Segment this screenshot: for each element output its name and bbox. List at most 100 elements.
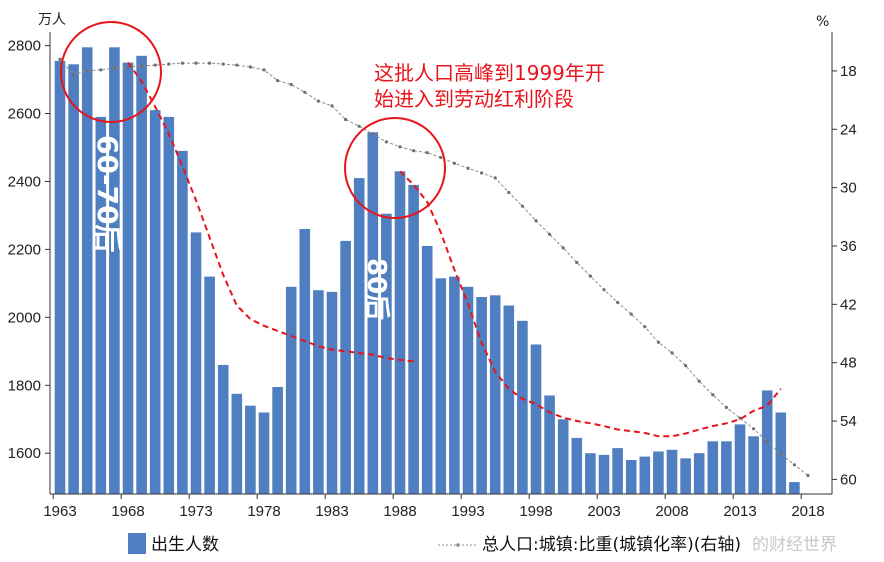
urbanization-point-1967 (112, 66, 116, 70)
urbanization-point-1989 (412, 149, 416, 153)
urbanization-point-1976 (235, 63, 239, 67)
right-axis-unit: % (816, 14, 829, 30)
highlight-circle-1968 (60, 21, 162, 123)
bar-1998 (530, 344, 542, 494)
trend-dashed-lines (127, 62, 782, 438)
urbanization-point-1986 (371, 132, 375, 136)
urbanization-point-2006 (643, 325, 647, 329)
highlight-circle-1987 (344, 117, 446, 219)
legend-marker-urbanization (456, 543, 460, 547)
left-tick-label-2400: 2400 (8, 173, 41, 190)
bar-1981 (299, 229, 311, 494)
urbanization-point-1969 (140, 64, 144, 68)
bar-2012 (721, 441, 732, 494)
urbanization-point-1998 (534, 219, 538, 223)
urbanization-point-2005 (629, 312, 633, 316)
bar-1990 (421, 246, 433, 494)
urbanization-point-1980 (289, 82, 293, 87)
bar-1996 (503, 305, 515, 494)
urbanization-point-2001 (575, 260, 579, 265)
right-tick-label-48: 48 (840, 355, 857, 372)
bar-2013 (734, 424, 746, 494)
bar-1997 (517, 320, 528, 495)
x-tick-label-1998: 1998 (519, 503, 552, 520)
right-tick-label-36: 36 (840, 238, 857, 255)
bar-2007 (653, 451, 664, 494)
urbanization-point-2004 (616, 300, 620, 304)
urbanization-point-1991 (439, 155, 443, 160)
x-tick-label-1973: 1973 (179, 503, 212, 520)
urbanization-point-1973 (194, 61, 198, 65)
x-tick-label-2013: 2013 (723, 503, 756, 520)
urbanization-point-2007 (656, 340, 661, 344)
bar-1985 (353, 178, 365, 494)
urbanization-point-1984 (344, 117, 348, 122)
line-series-urbanization (58, 57, 810, 478)
urbanization-point-2011 (711, 393, 715, 397)
urbanization-point-1968 (126, 65, 130, 69)
urbanization-point-2000 (561, 246, 565, 250)
bar-2002 (585, 453, 596, 494)
urbanization-point-1978 (262, 68, 266, 72)
tick-marks (45, 45, 837, 499)
urbanization-point-2014 (752, 427, 756, 431)
urbanization-point-1999 (548, 232, 552, 236)
urbanization-point-1995 (493, 176, 497, 180)
bar-1992 (449, 276, 460, 494)
x-tick-label-2003: 2003 (587, 503, 620, 520)
urbanization-point-2016 (779, 452, 783, 456)
x-axis-ticks: 1963 1968 1973 1978 1983 1988 1993 1998 2003 2008… (43, 503, 824, 520)
bar-1963 (54, 60, 66, 495)
urbanization-point-1975 (221, 62, 225, 66)
x-tick-label-1993: 1993 (451, 503, 484, 520)
urbanization-point-1963 (58, 57, 62, 61)
urbanization-point-1979 (276, 79, 280, 83)
bar-1969 (136, 55, 147, 495)
urbanization-point-1985 (357, 124, 361, 128)
right-tick-label-18: 18 (840, 63, 857, 80)
bar-1966 (95, 116, 107, 495)
urbanization-point-1993 (466, 166, 470, 170)
urbanization-point-1983 (330, 104, 334, 108)
bar-1987 (381, 213, 392, 494)
bar-2003 (598, 454, 610, 494)
urbanization-line-path (59, 58, 809, 476)
bar-2001 (571, 437, 583, 494)
x-tick-label-2008: 2008 (655, 503, 688, 520)
bar-series-births (54, 47, 800, 495)
urbanization-point-1996 (507, 190, 511, 195)
bar-1975 (217, 364, 229, 494)
bar-1980 (285, 286, 297, 494)
left-tick-label-2600: 2600 (8, 106, 41, 123)
bar-2008 (666, 449, 678, 494)
bar-1965 (81, 47, 93, 495)
left-tick-label-2200: 2200 (8, 241, 41, 258)
bar-1964 (68, 64, 79, 495)
urbanization-point-1974 (208, 61, 212, 65)
legend-label-urbanization: 总人口:城镇:比重(城镇化率)(右轴) (482, 535, 741, 555)
watermark: 的财经世界 (752, 535, 837, 555)
bar-1986 (367, 132, 379, 494)
bar-2009 (680, 458, 691, 494)
urbanization-point-2002 (588, 274, 593, 278)
bar-1994 (476, 297, 487, 494)
right-tick-label-42: 42 (840, 296, 857, 313)
bar-1993 (462, 286, 474, 494)
right-tick-label-24: 24 (840, 121, 857, 138)
left-tick-label-1800: 1800 (8, 377, 41, 394)
x-tick-label-1978: 1978 (247, 503, 280, 520)
annotation-line-2: 始进入到劳动红利阶段 (374, 87, 574, 111)
bar-2004 (612, 448, 623, 494)
left-axis-ticks: 1600 1800 2000 2200 2400 2600 2800 (8, 38, 41, 463)
bar-1983 (326, 291, 338, 494)
right-axis-ticks: 18 24 30 36 42 48 54 60 (840, 63, 857, 489)
bar-1991 (435, 278, 447, 494)
x-tick-label-1968: 1968 (111, 503, 144, 520)
bar-1999 (544, 395, 555, 494)
urbanization-point-1971 (167, 62, 171, 66)
bar-1979 (272, 387, 283, 494)
bar-1970 (149, 110, 161, 494)
urbanization-point-2008 (670, 351, 674, 355)
urbanization-point-1964 (72, 73, 76, 77)
bar-2006 (639, 456, 651, 494)
